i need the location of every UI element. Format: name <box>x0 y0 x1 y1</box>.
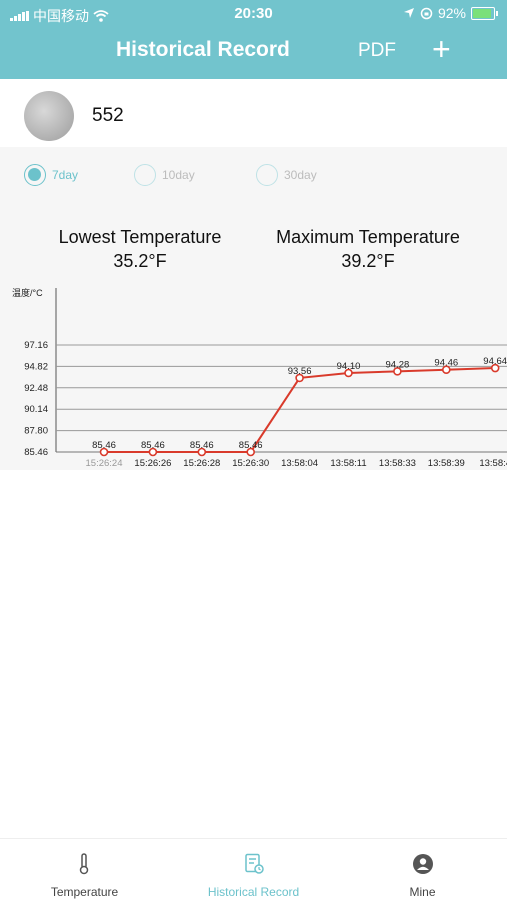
lock-rotation-icon <box>420 7 433 19</box>
pdf-button[interactable]: PDF <box>358 40 396 61</box>
y-axis-label: 温度/°C <box>12 287 43 298</box>
y-tick-label: 90.14 <box>24 404 48 415</box>
y-tick-label: 97.16 <box>24 340 48 351</box>
location-icon <box>403 8 414 18</box>
device-name: 552 <box>92 105 124 126</box>
lowest-temperature: Lowest Temperature 35.2°F <box>48 227 232 272</box>
wifi-icon <box>93 10 109 22</box>
record-icon <box>245 853 264 874</box>
thermometer-icon <box>79 853 89 875</box>
device-avatar <box>24 91 74 141</box>
page-title: Historical Record <box>116 38 290 61</box>
data-point <box>344 368 353 378</box>
range-option-7day[interactable]: 7day <box>24 164 78 186</box>
maximum-temperature: Maximum Temperature 39.2°F <box>262 227 474 272</box>
battery-icon <box>471 6 498 20</box>
radio-icon <box>256 164 278 186</box>
radio-selected-icon <box>24 164 46 186</box>
tab-label: Temperature <box>50 885 119 899</box>
x-tick-label: 13:58:33 <box>379 458 416 469</box>
range-option-label: 7day <box>52 168 79 182</box>
data-label: 85.46 <box>92 440 116 451</box>
tab-temperature[interactable]: Temperature <box>0 839 169 901</box>
status-bar: 中国移动 20:30 92% <box>0 0 507 28</box>
data-point <box>490 363 500 373</box>
x-tick-label: 15:26:26 <box>134 458 171 469</box>
carrier-label: 中国移动 <box>33 8 89 24</box>
data-point <box>99 447 109 457</box>
battery-percent: 92% <box>437 5 466 21</box>
range-option-label: 10day <box>162 168 195 182</box>
data-label: 85.46 <box>239 440 263 451</box>
data-point <box>295 373 304 383</box>
status-time: 20:30 <box>234 5 273 22</box>
data-label: 94.46 <box>434 358 458 369</box>
app-header: 中国移动 20:30 92% Historical Record PDF + <box>0 0 507 79</box>
radio-icon <box>134 164 156 186</box>
range-option-10day[interactable]: 10day <box>134 164 195 186</box>
signal-icon <box>10 11 29 21</box>
tab-label: Mine <box>409 885 436 899</box>
lowest-temperature-value: 35.2°F <box>113 251 167 271</box>
x-tick-label: 13:58:4 <box>479 458 507 469</box>
y-tick-label: 92.48 <box>24 383 48 394</box>
data-label: 94.10 <box>337 361 361 372</box>
x-tick-label: 15:26:30 <box>232 458 269 469</box>
tab-bar: Temperature Historical Record Mine <box>0 838 507 901</box>
data-point <box>393 367 402 376</box>
data-point <box>148 447 158 457</box>
chart-panel <box>0 207 507 470</box>
x-tick-label: 15:26:24 <box>86 458 123 469</box>
x-tick-label: 15:26:28 <box>183 458 220 469</box>
data-label: 93.56 <box>288 366 312 377</box>
y-tick-label: 94.82 <box>24 361 48 372</box>
data-point <box>246 447 255 457</box>
data-label: 85.46 <box>141 440 165 451</box>
temperature-line-chart[interactable]: 温度/°C 85.46 87.80 90.14 92.48 94.82 97.16 15:26… <box>0 280 507 470</box>
x-tick-label: 13:58:39 <box>428 458 465 469</box>
tab-historical-record[interactable]: Historical Record <box>169 839 338 901</box>
data-label: 94.28 <box>386 359 410 370</box>
tab-mine[interactable]: Mine <box>338 839 507 901</box>
person-icon <box>413 854 433 874</box>
range-selector: 7day 10day 30day <box>0 147 507 207</box>
maximum-temperature-label: Maximum Temperature <box>276 227 460 247</box>
add-button[interactable]: + <box>432 31 451 67</box>
range-option-30day[interactable]: 30day <box>256 164 317 186</box>
y-tick-label: 85.46 <box>24 447 48 458</box>
range-option-label: 30day <box>284 168 317 182</box>
tab-label: Historical Record <box>207 885 300 899</box>
maximum-temperature-value: 39.2°F <box>341 251 395 271</box>
x-tick-label: 13:58:04 <box>281 458 318 469</box>
device-row[interactable]: 552 <box>0 79 507 147</box>
data-point <box>197 447 207 457</box>
lowest-temperature-label: Lowest Temperature <box>58 227 222 247</box>
x-tick-label: 13:58:11 <box>330 458 366 469</box>
y-tick-label: 87.80 <box>24 426 48 437</box>
data-point <box>441 365 451 374</box>
data-label: 94.64 <box>483 356 507 367</box>
data-label: 85.46 <box>190 440 214 451</box>
